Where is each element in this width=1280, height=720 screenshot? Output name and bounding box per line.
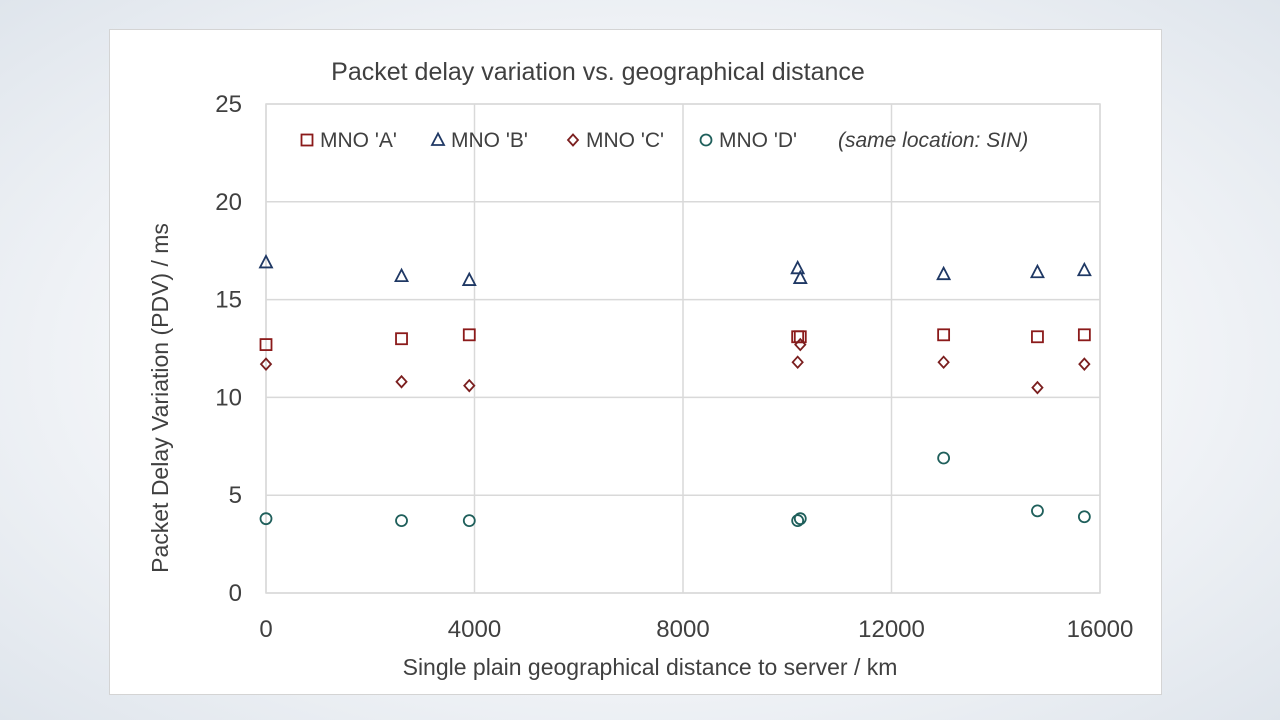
data-point-triangle <box>394 267 410 283</box>
data-point-circle <box>793 512 807 526</box>
y-axis-label: Packet Delay Variation (PDV) / ms <box>147 223 173 573</box>
tick-labels: 0 5 10 15 20 25 0 4000 8000 12000 16000 <box>215 91 1133 643</box>
chart-title: Packet delay variation vs. geographical … <box>331 58 865 86</box>
y-tick-label: 10 <box>215 384 242 411</box>
data-point-circle <box>1031 504 1044 518</box>
data-point-square <box>1031 330 1044 344</box>
legend-item: MNO 'B' <box>430 129 528 152</box>
data-point-diamond <box>463 378 476 393</box>
legend-item: MNO 'A' <box>300 129 397 152</box>
data-point-circle <box>259 512 273 526</box>
data-point-square <box>937 328 951 342</box>
data-point-diamond <box>791 355 804 370</box>
data-point-square <box>1077 328 1091 342</box>
data-point-diamond <box>794 337 807 352</box>
plot-border <box>265 103 1101 594</box>
x-tick-label: 0 <box>259 616 272 643</box>
legend-marker-triangle <box>430 131 446 146</box>
x-axis-label: Single plain geographical distance to se… <box>403 654 898 680</box>
x-tick-label: 16000 <box>1067 616 1134 643</box>
x-tick-label: 12000 <box>858 616 925 643</box>
data-points <box>258 253 1092 528</box>
data-point-circle <box>395 514 408 528</box>
legend-label: MNO 'B' <box>451 129 528 152</box>
data-point-square <box>395 332 408 346</box>
chart-frame <box>109 29 1162 695</box>
legend-marker-diamond <box>566 133 580 147</box>
legend-label: MNO 'A' <box>320 129 397 152</box>
y-tick-label: 0 <box>229 580 242 607</box>
data-point-triangle <box>936 265 952 281</box>
data-point-circle <box>791 514 805 528</box>
data-point-diamond <box>259 357 273 371</box>
data-point-diamond <box>1031 380 1044 395</box>
data-point-circle <box>462 514 476 528</box>
legend-item: MNO 'C' <box>566 129 664 152</box>
y-tick-label: 20 <box>215 189 242 216</box>
data-point-circle <box>1077 510 1091 524</box>
legend-item: MNO 'D' <box>699 129 797 152</box>
legend-label: MNO 'C' <box>586 129 664 152</box>
x-tick-label: 8000 <box>656 616 709 643</box>
legend-annotation: (same location: SIN) <box>838 129 1028 152</box>
data-point-triangle <box>461 271 477 286</box>
data-point-square <box>259 338 273 351</box>
data-point-triangle <box>258 253 274 269</box>
legend-label: MNO 'D' <box>719 129 797 152</box>
plot-area-border <box>265 103 1101 594</box>
data-point-triangle <box>792 269 808 284</box>
data-point-diamond <box>1078 357 1091 371</box>
data-point-diamond <box>395 374 408 389</box>
data-point-diamond <box>937 355 950 370</box>
y-tick-label: 25 <box>215 91 242 118</box>
data-point-triangle <box>1029 263 1045 279</box>
legend: MNO 'A' MNO 'B' MNO 'C' MNO 'D' <box>300 129 797 152</box>
x-tick-label: 4000 <box>448 616 501 643</box>
data-point-triangle <box>1076 261 1092 277</box>
data-point-square <box>793 330 807 344</box>
gridlines <box>265 103 1101 594</box>
y-tick-label: 15 <box>215 287 242 314</box>
legend-marker-square <box>300 133 314 147</box>
data-point-square <box>462 328 476 342</box>
data-point-triangle <box>790 259 806 275</box>
y-tick-label: 5 <box>229 482 242 509</box>
data-point-circle <box>937 451 951 465</box>
legend-marker-circle <box>699 133 713 147</box>
